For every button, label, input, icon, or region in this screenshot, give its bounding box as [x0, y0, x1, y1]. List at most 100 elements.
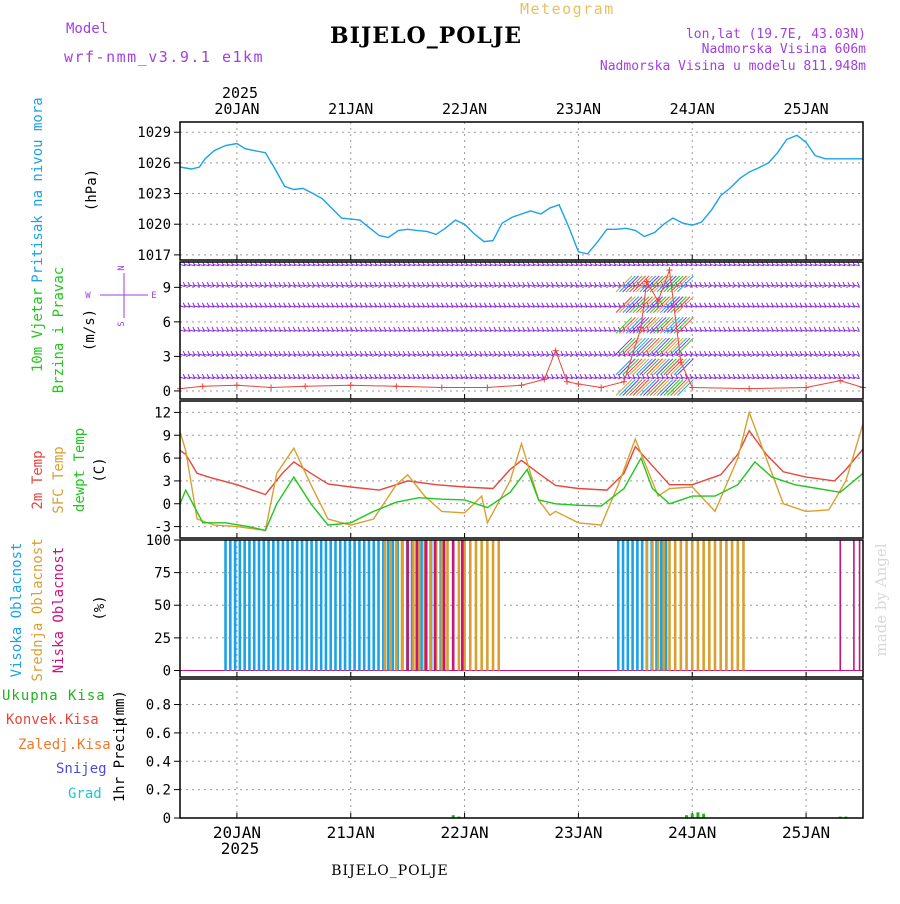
wind-barb [791, 353, 798, 357]
wind-barb [311, 281, 315, 287]
wind-barb [743, 376, 750, 380]
wind-barb [494, 376, 501, 380]
wind-barb [703, 373, 707, 379]
wind-arrow [677, 275, 694, 293]
wind-barb [536, 350, 540, 356]
wind-barb [527, 350, 530, 356]
wind-barb [432, 353, 439, 357]
wind-barb [537, 329, 544, 332]
wind-barb [604, 376, 611, 380]
wind-barb [737, 326, 741, 332]
wind-arrow [653, 358, 670, 376]
wind-barb [660, 373, 664, 379]
wind-barb [369, 326, 373, 332]
wind-barb [384, 263, 391, 267]
wind-barb [201, 350, 205, 356]
wind-direction-legend: N E W S [85, 265, 156, 326]
wind-barb [203, 284, 210, 288]
wind-barb [732, 326, 736, 332]
wind-barb [829, 376, 836, 380]
wind-barb [757, 329, 764, 332]
wind-barb [255, 329, 262, 332]
cloud-bar [295, 540, 299, 671]
wind-barb [532, 305, 540, 308]
wind-barb [512, 326, 516, 332]
wind-barb [241, 263, 248, 267]
wind-barb [437, 376, 444, 380]
wind-barb [737, 281, 741, 287]
wind-barb [494, 305, 501, 308]
wind-barb [800, 305, 807, 308]
wind-barb [403, 376, 411, 380]
wind-barb [432, 263, 439, 267]
wind-barb [684, 281, 688, 287]
cloud-bar [348, 540, 352, 671]
wind-barb [442, 353, 449, 357]
wind-barb [489, 353, 497, 357]
wind-barb [317, 263, 325, 267]
wind-barb [341, 305, 348, 308]
wind-barb [437, 353, 444, 357]
wind-barb [762, 305, 769, 308]
wind-arrow [653, 296, 670, 313]
wind-barb [255, 376, 262, 380]
wind-barb [456, 376, 463, 380]
wind-barb [709, 376, 717, 380]
wind-barb [507, 350, 511, 356]
wind-barb [571, 329, 578, 332]
wind-barb [303, 263, 310, 267]
wind-barb [455, 350, 459, 356]
wind-arrow [619, 275, 636, 293]
wind-barb [838, 284, 846, 288]
wind-barb [375, 376, 382, 380]
wind-barb [321, 302, 325, 308]
wind-barb [714, 376, 721, 380]
wind-barb [665, 373, 669, 379]
wind-barb [856, 281, 860, 287]
wind-barb [781, 263, 788, 267]
wind-barb [284, 329, 291, 332]
wind-arrow [619, 316, 636, 334]
wind-barb [279, 376, 286, 380]
wind-barb [393, 302, 397, 308]
wind-barb [188, 376, 195, 380]
wind-barb [727, 326, 731, 332]
wind-barb [579, 373, 583, 379]
wind-barb [289, 305, 296, 308]
wind-barb [714, 329, 721, 332]
wind-barb [550, 281, 554, 287]
wind-barb [689, 302, 693, 308]
wind-barb [383, 302, 387, 308]
wind-barb [550, 302, 554, 308]
wind-barb [313, 305, 320, 308]
wind-arrow [639, 296, 657, 313]
wind-barb [709, 329, 717, 332]
wind-barb [589, 350, 593, 356]
wind-barb [456, 263, 463, 267]
wind-barb [413, 376, 420, 380]
wind-barb [718, 281, 722, 287]
wind-barb [843, 329, 850, 332]
wind-speed-line [179, 269, 864, 390]
wind-barb [340, 373, 344, 379]
wind-barb [786, 263, 793, 267]
wind-barb [240, 373, 244, 379]
wind-barb [565, 302, 569, 308]
wind-barb [288, 350, 291, 356]
wind-barb [240, 326, 244, 332]
wind-barb [393, 281, 397, 287]
wind-barb [369, 373, 373, 379]
wind-barb [484, 326, 487, 332]
wind-arrow [632, 296, 650, 313]
wind-barb [804, 281, 808, 287]
wind-barb [408, 376, 415, 380]
wind-barb [188, 353, 195, 357]
wind-barb [780, 350, 784, 356]
cloud-bar [621, 540, 625, 671]
wind-barb [198, 305, 205, 308]
wind-barb [504, 284, 511, 288]
cloud-bar [391, 540, 395, 671]
wind-barb [259, 350, 263, 356]
wind-barb [432, 376, 439, 380]
wind-barb [566, 284, 573, 288]
